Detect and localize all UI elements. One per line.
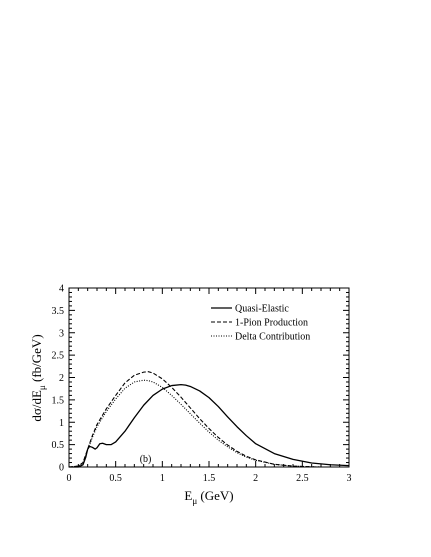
y-tick-label: 1.5	[52, 395, 65, 406]
y-tick-label: 0.5	[52, 440, 65, 451]
y-tick-label: 2	[59, 373, 64, 384]
legend-label-0: Quasi-Elastic	[235, 304, 289, 315]
series-lines	[68, 371, 350, 468]
panel-label: (b)	[140, 454, 152, 465]
x-axis-title: Eμ (GeV)	[184, 488, 233, 506]
axis-ticks	[68, 287, 350, 468]
series-line-0	[69, 384, 350, 468]
legend-label-1: 1-Pion Production	[235, 318, 308, 329]
x-tick-label: 1	[160, 473, 165, 484]
y-axis-title: dσ/dEμ (fb/GeV)	[29, 334, 47, 421]
legend-label-2: Delta Contribution	[235, 332, 310, 343]
legend: Quasi-Elastic 1-Pion Production Delta Cont…	[211, 304, 310, 343]
series-line-1	[68, 371, 322, 468]
y-tick-label: 0	[59, 463, 64, 474]
y-tick-label: 4	[59, 284, 64, 295]
plot-frame	[68, 287, 350, 468]
y-tick-label: 3	[59, 328, 64, 339]
x-tick-label: 0	[67, 473, 72, 484]
x-tick-label: 2.5	[296, 473, 309, 484]
series-line-2	[68, 379, 322, 468]
x-tick-label: 1.5	[203, 473, 216, 484]
x-tick-label: 3	[347, 473, 352, 484]
y-tick-label: 1	[59, 418, 64, 429]
x-tick-label: 2	[253, 473, 258, 484]
tick-labels: 0 0.5 1 1.5 2 2.5 3 0 0.5 1 1.5 2 2.5 3 3.5 4	[52, 284, 352, 485]
x-tick-label: 0.5	[109, 473, 122, 484]
y-tick-label: 3.5	[52, 306, 65, 317]
y-tick-label: 2.5	[52, 351, 65, 362]
